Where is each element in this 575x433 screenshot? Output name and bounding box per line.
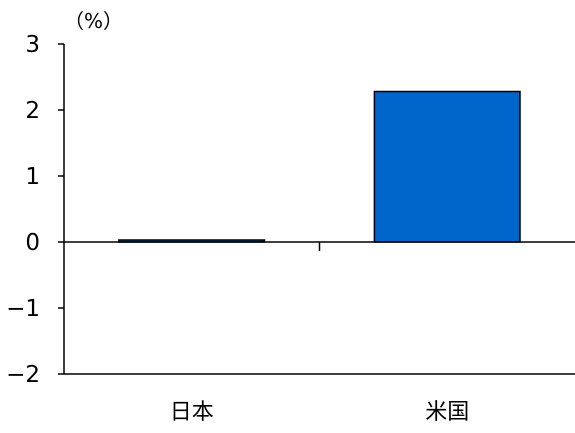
bars-layer — [118, 90, 521, 243]
y-tick-label: −1 — [6, 296, 40, 322]
labels-layer: 3 2 1 0 −1 −2 日本 米国 — [6, 32, 469, 425]
category-label-2: 米国 — [425, 400, 469, 425]
bar-2 — [373, 90, 521, 243]
axes-layer — [58, 43, 575, 375]
y-tick-label: −2 — [6, 362, 40, 388]
y-unit-label: （%） — [64, 9, 123, 33]
y-tick-label: 3 — [25, 32, 40, 58]
category-label-1: 日本 — [170, 400, 214, 425]
y-tick-label: 1 — [25, 164, 40, 190]
y-tick-label: 2 — [25, 98, 40, 124]
y-tick-label: 0 — [25, 230, 40, 256]
